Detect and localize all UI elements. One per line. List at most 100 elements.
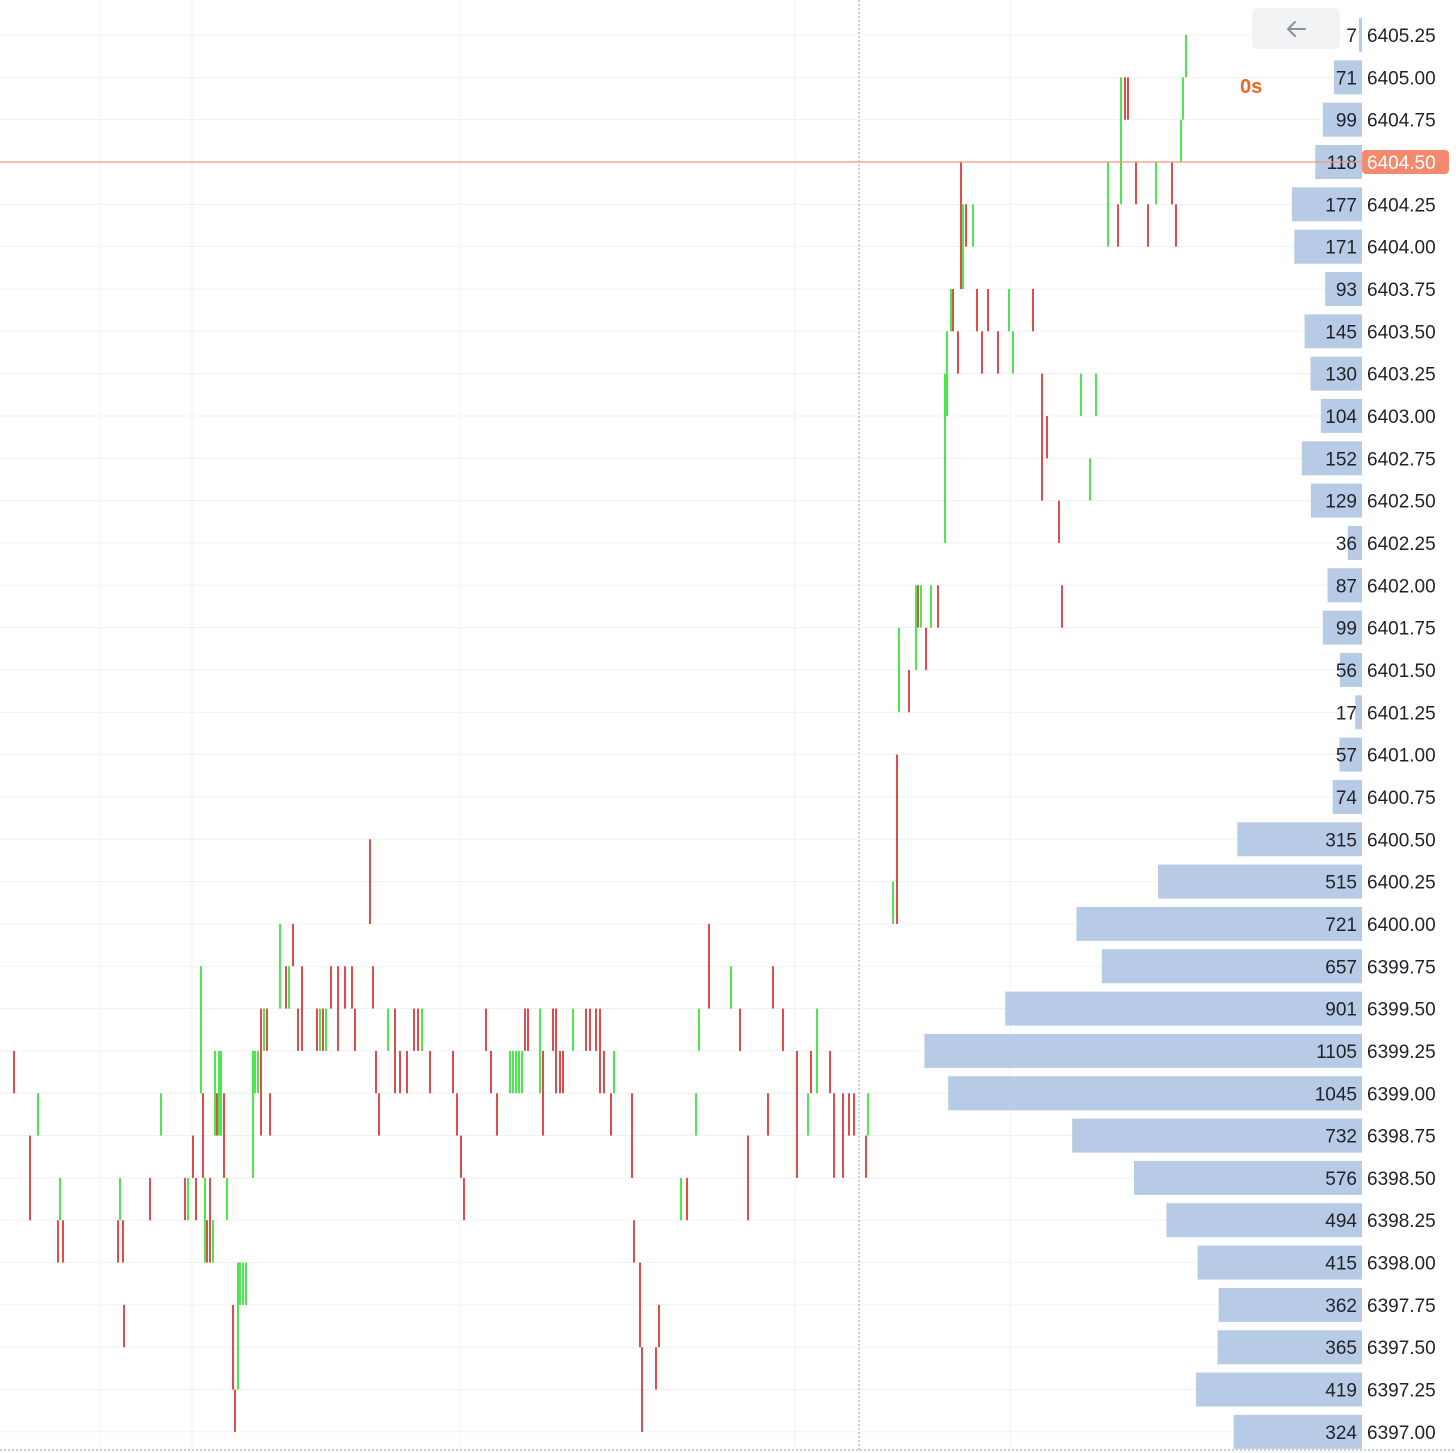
price-axis-label: 6400.50 bbox=[1367, 830, 1436, 851]
price-axis-label: 6397.25 bbox=[1367, 1381, 1436, 1402]
profile-volume-label: 145 bbox=[1325, 322, 1357, 343]
price-axis-label: 6401.50 bbox=[1367, 661, 1436, 682]
profile-bar bbox=[1332, 779, 1362, 814]
profile-volume-label: 56 bbox=[1336, 661, 1357, 682]
profile-bar bbox=[1339, 737, 1362, 772]
price-axis-label: 6399.00 bbox=[1367, 1084, 1436, 1105]
profile-bar bbox=[1237, 822, 1362, 857]
profile-bar bbox=[1347, 525, 1362, 560]
profile-volume-label: 732 bbox=[1325, 1127, 1357, 1148]
profile-volume-label: 57 bbox=[1336, 746, 1357, 767]
profile-volume-label: 99 bbox=[1336, 619, 1357, 640]
price-axis-label: 6399.75 bbox=[1367, 957, 1436, 978]
profile-bar bbox=[1325, 271, 1362, 306]
profile-bar bbox=[1005, 991, 1362, 1026]
profile-volume-label: 1105 bbox=[1316, 1042, 1357, 1063]
profile-volume-label: 71 bbox=[1336, 68, 1357, 89]
profile-volume-label: 17 bbox=[1336, 703, 1357, 724]
profile-volume-label: 152 bbox=[1325, 449, 1357, 470]
price-axis-label: 6402.75 bbox=[1367, 449, 1436, 470]
profile-bar bbox=[1304, 314, 1362, 349]
profile-volume-label: 74 bbox=[1336, 788, 1358, 809]
profile-bar bbox=[1197, 1245, 1362, 1280]
price-axis-label: 6401.25 bbox=[1367, 703, 1436, 724]
price-axis-label: 6397.50 bbox=[1367, 1338, 1436, 1359]
profile-volume-label: 118 bbox=[1327, 153, 1357, 174]
profile-volume-label: 99 bbox=[1336, 111, 1357, 132]
profile-bar bbox=[924, 1033, 1362, 1068]
price-axis-label: 6398.50 bbox=[1367, 1169, 1436, 1190]
profile-volume-label: 494 bbox=[1325, 1211, 1357, 1232]
profile-volume-label: 93 bbox=[1336, 280, 1357, 301]
profile-bar bbox=[1072, 1118, 1362, 1153]
profile-bar bbox=[1310, 483, 1362, 518]
price-axis-label: 6403.00 bbox=[1367, 407, 1436, 428]
price-axis-label: 6403.25 bbox=[1367, 365, 1436, 386]
price-axis-label: 6401.75 bbox=[1367, 619, 1436, 640]
price-axis-label: 6400.75 bbox=[1367, 788, 1436, 809]
profile-bar bbox=[1339, 652, 1362, 687]
profile-bar bbox=[1294, 229, 1362, 264]
price-axis-label: 6397.00 bbox=[1367, 1423, 1436, 1444]
profile-volume-label: 87 bbox=[1336, 576, 1357, 597]
profile-bar bbox=[1322, 610, 1362, 645]
price-axis-label: 6404.75 bbox=[1367, 111, 1436, 132]
profile-volume-label: 130 bbox=[1325, 365, 1357, 386]
price-axis: 6405.25 6405.00 6404.75 6404.25 6404.00 6403.… bbox=[1367, 26, 1436, 1444]
profile-volume-label: 36 bbox=[1336, 534, 1357, 555]
price-axis-label: 6405.00 bbox=[1367, 68, 1436, 89]
price-axis-label: 6400.25 bbox=[1367, 873, 1436, 894]
profile-volume-label: 315 bbox=[1325, 830, 1357, 851]
price-axis-label: 6399.25 bbox=[1367, 1042, 1436, 1063]
profile-bar bbox=[1158, 864, 1362, 899]
price-axis-label: 6398.00 bbox=[1367, 1254, 1436, 1275]
profile-bar bbox=[1320, 398, 1362, 433]
price-axis-label: 6403.50 bbox=[1367, 322, 1436, 343]
profile-bar bbox=[1310, 356, 1362, 391]
price-axis-label: 6402.00 bbox=[1367, 576, 1436, 597]
profile-bar bbox=[1233, 1414, 1362, 1449]
price-axis-label: 6403.75 bbox=[1367, 280, 1436, 301]
tick-bars bbox=[13, 35, 1187, 1432]
profile-volume-label: 901 bbox=[1325, 1000, 1357, 1021]
current-price-label: 6404.50 bbox=[1367, 153, 1436, 174]
profile-bar bbox=[1322, 102, 1362, 137]
profile-volume-label: 324 bbox=[1325, 1423, 1357, 1444]
price-axis-label: 6404.25 bbox=[1367, 195, 1436, 216]
profile-volume-label: 1045 bbox=[1315, 1084, 1357, 1105]
price-axis-label: 6404.00 bbox=[1367, 238, 1436, 259]
profile-volume-label: 129 bbox=[1325, 492, 1357, 513]
arrow-left-icon bbox=[1287, 20, 1306, 37]
profile-volume-label: 362 bbox=[1325, 1296, 1357, 1317]
price-axis-label: 6398.75 bbox=[1367, 1127, 1436, 1148]
profile-volume-label: 515 bbox=[1325, 873, 1357, 894]
profile-bar bbox=[1327, 568, 1362, 603]
profile-bar bbox=[1333, 60, 1362, 95]
profile-bar bbox=[1218, 1287, 1362, 1322]
price-axis-label: 6402.25 bbox=[1367, 534, 1436, 555]
price-axis-label: 6402.50 bbox=[1367, 492, 1436, 513]
profile-bar bbox=[1291, 187, 1362, 222]
profile-volume-label: 657 bbox=[1325, 957, 1357, 978]
profile-volume-label: 415 bbox=[1325, 1254, 1357, 1275]
price-axis-label: 6398.25 bbox=[1367, 1211, 1436, 1232]
profile-bar bbox=[1217, 1330, 1362, 1365]
profile-bar bbox=[1076, 906, 1362, 941]
price-axis-label: 6397.75 bbox=[1367, 1296, 1436, 1317]
back-button[interactable] bbox=[1252, 8, 1340, 49]
profile-bar bbox=[1196, 1372, 1362, 1407]
profile-bar bbox=[1166, 1203, 1362, 1238]
price-axis-label: 6405.25 bbox=[1367, 26, 1436, 47]
profile-volume-label: 576 bbox=[1325, 1169, 1357, 1190]
profile-volume-label: 721 bbox=[1325, 915, 1357, 936]
price-axis-label: 6399.50 bbox=[1367, 1000, 1436, 1021]
current-price-marker: 6404.50 bbox=[0, 149, 1449, 174]
profile-volume-label: 365 bbox=[1325, 1338, 1357, 1359]
profile-volume-label: 177 bbox=[1325, 195, 1357, 216]
countdown-timer: 0s bbox=[1240, 76, 1263, 98]
profile-bar bbox=[1359, 18, 1362, 52]
current-price-badge bbox=[1362, 149, 1449, 174]
profile-bar bbox=[1301, 441, 1362, 476]
price-axis-label: 6400.00 bbox=[1367, 915, 1436, 936]
